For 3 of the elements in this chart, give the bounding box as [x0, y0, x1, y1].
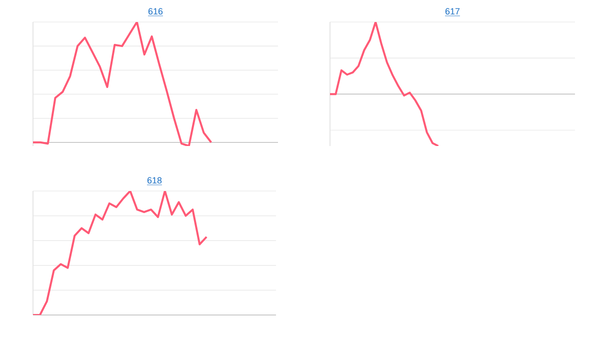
- chart-title: 616: [148, 8, 163, 15]
- chart-title: 617: [445, 8, 460, 15]
- chart-title: 618: [147, 177, 162, 184]
